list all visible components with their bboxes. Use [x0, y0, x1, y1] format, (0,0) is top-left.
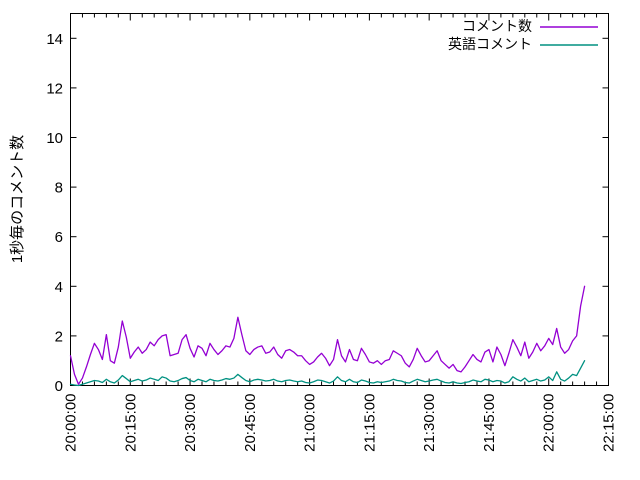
x-tick-label: 20:30:00	[182, 394, 199, 452]
x-tick-label: 21:15:00	[361, 394, 378, 452]
x-tick-label: 22:00:00	[541, 394, 558, 452]
x-tick-label: 20:15:00	[122, 394, 139, 452]
data-series-group	[69, 285, 586, 387]
y-axis-title: 1秒毎のコメント数	[9, 135, 26, 263]
x-axis-tick-labels: 20:00:00 20:15:00 20:30:00 20:45:00 21:00:00…	[63, 394, 618, 452]
y-axis-tick-labels: 0 2 4 6 8 10 12 14	[46, 31, 63, 395]
y-tick-label: 2	[55, 328, 63, 345]
y-tick-label: 10	[46, 130, 63, 147]
x-tick-label: 21:45:00	[481, 394, 498, 452]
series-line-english-comment	[69, 360, 586, 387]
x-tick-label: 21:00:00	[302, 394, 319, 452]
y-tick-label: 6	[55, 229, 63, 246]
y-tick-label: 12	[46, 80, 63, 97]
series-line-comment-count	[69, 285, 586, 385]
x-tick-label: 22:15:00	[601, 394, 618, 452]
legend-label-0: コメント数	[462, 18, 532, 34]
plot-area-border	[70, 13, 609, 386]
legend-label-1: 英語コメント	[448, 36, 532, 52]
x-tick-label: 21:30:00	[421, 394, 438, 452]
x-tick-label: 20:00:00	[63, 394, 80, 452]
y-tick-label: 8	[55, 180, 63, 197]
y-tick-label: 14	[46, 31, 63, 48]
y-tick-label: 0	[55, 378, 63, 395]
x-tick-label: 20:45:00	[242, 394, 259, 452]
y-tick-label: 4	[55, 279, 63, 296]
